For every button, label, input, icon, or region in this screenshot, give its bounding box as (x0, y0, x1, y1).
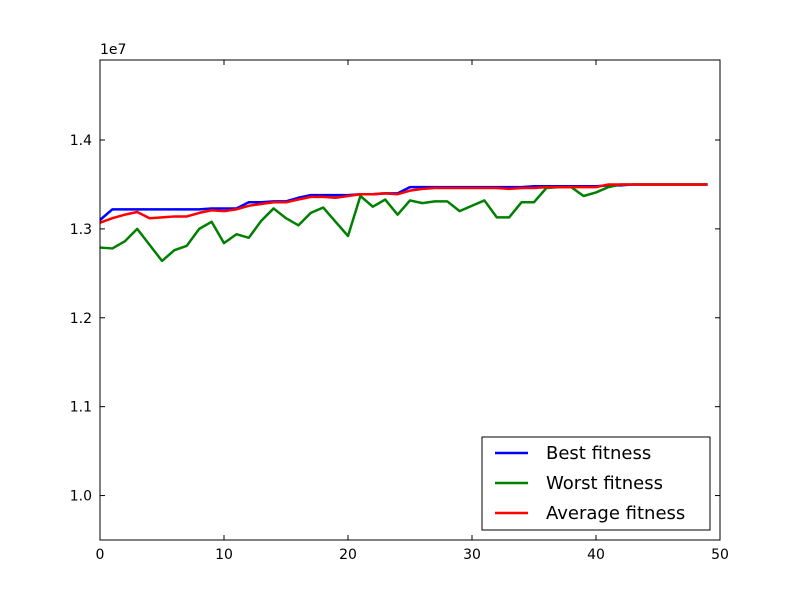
x-tick-label: 20 (339, 547, 357, 563)
x-tick-label: 0 (96, 547, 105, 563)
y-tick-label: 1.4 (70, 133, 92, 149)
y-tick-label: 1.3 (70, 222, 92, 238)
series-line-average-fitness (99, 183, 708, 224)
x-tick-label: 40 (587, 547, 605, 563)
ticks-group: 0 10 20 30 40 50 1.0 1.1 1.2 1.3 1.4 (70, 60, 729, 563)
y-tick-label: 1.1 (70, 400, 92, 416)
legend-label-best-fitness: Best fitness (546, 443, 651, 464)
legend: Best fitness Worst fitness Average fitness (481, 436, 711, 531)
y-tick-label: 1.2 (70, 311, 92, 327)
x-tick-label: 30 (463, 547, 481, 563)
plot-frame (99, 59, 721, 541)
x-tick-label: 10 (215, 547, 233, 563)
legend-label-worst-fitness: Worst fitness (546, 473, 663, 494)
legend-label-average-fitness: Average fitness (546, 503, 685, 524)
x-tick-label: 50 (711, 547, 729, 563)
y-tick-label: 1.0 (70, 489, 92, 505)
series-lines-group (99, 183, 708, 263)
series-line-worst-fitness (99, 183, 708, 263)
y-offset-label: 1e7 (100, 42, 126, 58)
